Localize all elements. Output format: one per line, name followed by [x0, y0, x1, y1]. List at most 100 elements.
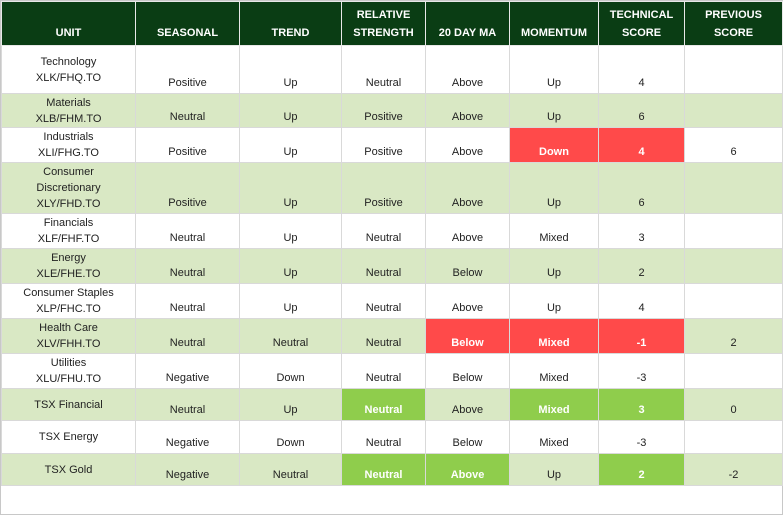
unit-label-line: Utilities: [50, 357, 87, 369]
table-body: Technology XLK/FHQ.TO Positive Up Neutral Abo…: [1, 45, 783, 486]
trend-cell: Up: [239, 388, 342, 421]
header-previous-score: PREVIOUS SCORE: [684, 1, 783, 46]
ma20-cell: Below: [425, 248, 510, 284]
previous-score-cell: [684, 45, 783, 94]
relative-strength-cell: Neutral: [341, 318, 426, 354]
unit-label-line: Materials: [46, 96, 91, 109]
relative-strength-cell: Positive: [341, 93, 426, 128]
unit-label-line: Energy: [51, 252, 86, 264]
momentum-cell: Mixed: [509, 388, 599, 421]
header-relative-strength: RELATIVE STRENGTH: [341, 1, 426, 46]
technical-score-cell: -1: [598, 318, 685, 354]
unit-cell: Consumer Staples XLP/FHC.TO: [1, 283, 136, 319]
seasonal-cell: Positive: [135, 127, 240, 163]
ma20-cell: Below: [425, 353, 510, 389]
table-row: TSX Financial Neutral Up Neutral Above Mixed 3…: [1, 388, 783, 421]
unit-label-line: XLE/FHE.TO: [36, 268, 101, 280]
technical-score-cell: 6: [598, 93, 685, 128]
relative-strength-cell: Neutral: [341, 248, 426, 284]
technical-score-cell: 3: [598, 213, 685, 249]
header-label-line: UNIT: [55, 27, 82, 39]
header-label-line: MOMENTUM: [521, 27, 587, 39]
unit-cell: Utilities XLU/FHU.TO: [1, 353, 136, 389]
header-label-line: SCORE: [621, 27, 662, 39]
unit-label-line: TSX Energy: [38, 431, 99, 443]
momentum-cell: Mixed: [509, 213, 599, 249]
table-row: Financials XLF/FHF.TO Neutral Up Neutral Abov…: [1, 213, 783, 249]
ma20-cell: Above: [425, 45, 510, 94]
momentum-cell: Down: [509, 127, 599, 163]
previous-score-cell: [684, 162, 783, 214]
technical-score-cell: 4: [598, 127, 685, 163]
header-label-line: RELATIVE: [356, 9, 411, 21]
momentum-cell: Up: [509, 45, 599, 94]
unit-cell: Materials XLB/FHM.TO: [1, 93, 136, 128]
ma20-cell: Above: [425, 453, 510, 486]
ma20-cell: Above: [425, 93, 510, 128]
ma20-cell: Above: [425, 388, 510, 421]
trend-cell: Up: [239, 93, 342, 128]
relative-strength-cell: Neutral: [341, 283, 426, 319]
unit-label-line: XLY/FHD.TO: [36, 198, 101, 210]
unit-label-line: TSX Gold: [44, 463, 93, 476]
ma20-cell: Above: [425, 283, 510, 319]
ma20-cell: Below: [425, 420, 510, 454]
unit-label-line: XLB/FHM.TO: [35, 112, 102, 125]
unit-cell: Technology XLK/FHQ.TO: [1, 45, 136, 94]
unit-label-line: Consumer: [43, 166, 94, 178]
table-row: Utilities XLU/FHU.TO Negative Down Neutral Be…: [1, 353, 783, 389]
table-row: TSX Gold Negative Neutral Neutral Above Up 2 -2: [1, 453, 783, 486]
unit-label-line: XLU/FHU.TO: [35, 373, 102, 385]
technical-score-cell: 2: [598, 248, 685, 284]
seasonal-cell: Negative: [135, 453, 240, 486]
ma20-cell: Above: [425, 162, 510, 214]
previous-score-cell: 6: [684, 127, 783, 163]
momentum-cell: Up: [509, 283, 599, 319]
trend-cell: Down: [239, 420, 342, 454]
momentum-cell: Mixed: [509, 420, 599, 454]
header-trend: TREND: [239, 1, 342, 46]
unit-label-line: XLF/FHF.TO: [37, 233, 100, 245]
trend-cell: Up: [239, 162, 342, 214]
unit-label-line: XLI/FHG.TO: [38, 147, 99, 159]
seasonal-cell: Neutral: [135, 248, 240, 284]
table-row: Health Care XLV/FHH.TO Neutral Neutral Neutr…: [1, 318, 783, 354]
header-20-day-ma: 20 DAY MA: [425, 1, 510, 46]
relative-strength-cell: Positive: [341, 127, 426, 163]
unit-label-line: Discretionary: [36, 182, 101, 194]
table-row: TSX Energy Negative Down Neutral Below Mixed -…: [1, 420, 783, 454]
technical-score-cell: 6: [598, 162, 685, 214]
header-label-line: SCORE: [713, 27, 754, 39]
header-unit: UNIT: [1, 1, 136, 46]
technical-score-table: UNIT SEASONAL TREND RELATIVE STRENGTH 20 DAY …: [1, 1, 783, 486]
previous-score-cell: [684, 248, 783, 284]
ma20-cell: Above: [425, 213, 510, 249]
technical-score-cell: -3: [598, 353, 685, 389]
momentum-cell: Up: [509, 93, 599, 128]
previous-score-cell: 2: [684, 318, 783, 354]
relative-strength-cell: Neutral: [341, 420, 426, 454]
unit-label-line: Consumer Staples: [23, 287, 114, 299]
unit-label-line: XLP/FHC.TO: [36, 303, 101, 315]
table-row: Industrials XLI/FHG.TO Positive Up Positive A…: [1, 127, 783, 163]
momentum-cell: Up: [509, 162, 599, 214]
technical-score-cell: 2: [598, 453, 685, 486]
technical-score-cell: 3: [598, 388, 685, 421]
relative-strength-cell: Neutral: [341, 45, 426, 94]
header-label-line: 20 DAY MA: [438, 27, 497, 39]
seasonal-cell: Neutral: [135, 213, 240, 249]
trend-cell: Up: [239, 213, 342, 249]
unit-label-line: Financials: [43, 217, 94, 229]
unit-cell: Industrials XLI/FHG.TO: [1, 127, 136, 163]
relative-strength-cell: Neutral: [341, 453, 426, 486]
seasonal-cell: Neutral: [135, 283, 240, 319]
unit-label-line: Health Care: [39, 322, 98, 334]
header-label-line: PREVIOUS: [705, 9, 762, 21]
momentum-cell: Up: [509, 248, 599, 284]
header-row: UNIT SEASONAL TREND RELATIVE STRENGTH 20 DAY …: [1, 1, 783, 46]
header-momentum: MOMENTUM: [509, 1, 599, 46]
trend-cell: Neutral: [239, 453, 342, 486]
header-label-line: SEASONAL: [156, 27, 219, 39]
previous-score-cell: [684, 213, 783, 249]
